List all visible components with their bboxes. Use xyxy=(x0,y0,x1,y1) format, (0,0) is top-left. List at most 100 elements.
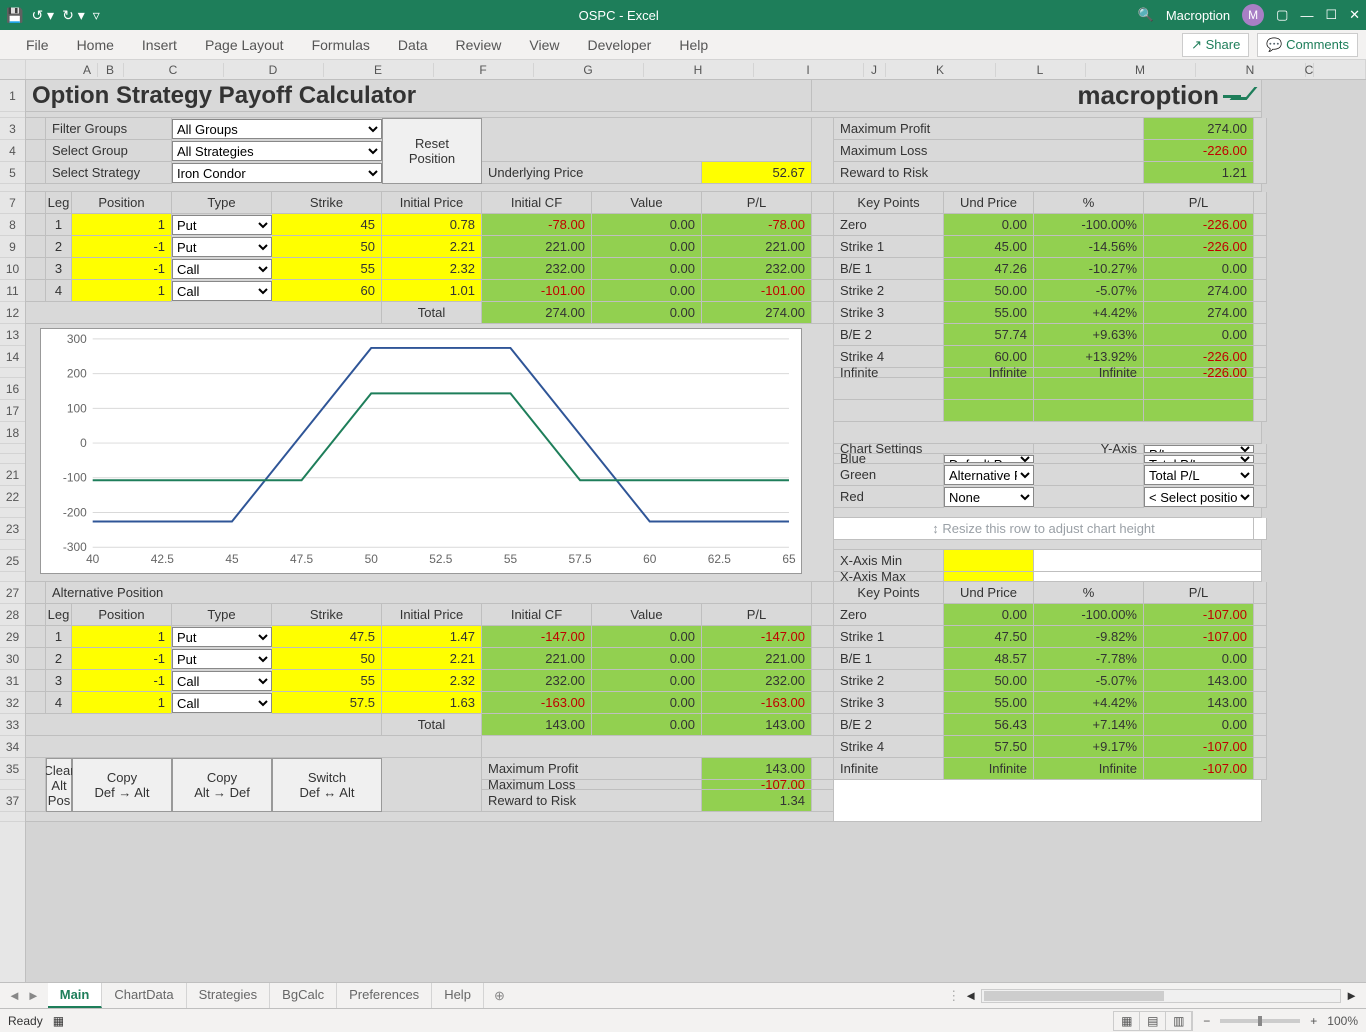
sheet-tab-help[interactable]: Help xyxy=(432,983,484,1008)
share-button[interactable]: ↗ Share xyxy=(1182,33,1249,57)
zoom-slider[interactable] xyxy=(1220,1019,1300,1023)
chart-series-2-pos-select[interactable]: None xyxy=(944,487,1034,507)
leg-alt-2-iprice[interactable]: 2.32 xyxy=(382,670,482,692)
legs-alt-hdr-pos: Position xyxy=(72,604,172,626)
leg-3-type-select[interactable]: Call xyxy=(172,281,272,301)
save-icon[interactable]: 💾 xyxy=(6,7,23,24)
ribbon-tab-developer[interactable]: Developer xyxy=(574,31,666,59)
reset-position-button[interactable]: ResetPosition xyxy=(382,118,482,184)
minimize-icon[interactable]: — xyxy=(1300,8,1313,23)
leg-3-pos[interactable]: 1 xyxy=(72,280,172,302)
underlying-price-value[interactable]: 52.67 xyxy=(702,162,812,184)
maximize-icon[interactable]: ☐ xyxy=(1325,7,1337,23)
chart-series-1-pos-select[interactable]: Alternative Position xyxy=(944,465,1034,485)
ribbon-tab-file[interactable]: File xyxy=(12,31,63,59)
add-sheet-icon[interactable]: ⊕ xyxy=(484,988,515,1004)
ribbon-tab-view[interactable]: View xyxy=(515,31,573,59)
leg-3-strike[interactable]: 60 xyxy=(272,280,382,302)
leg-alt-3-type-select[interactable]: Call xyxy=(172,693,272,713)
filter-groups-select[interactable]: All Groups xyxy=(172,119,382,139)
ribbon-tab-data[interactable]: Data xyxy=(384,31,442,59)
sheet-tab-bgcalc[interactable]: BgCalc xyxy=(270,983,337,1008)
bottom-button-1[interactable]: CopyDef → Alt xyxy=(72,758,172,812)
bottom-button-0[interactable]: ClearAlt Pos xyxy=(46,758,72,812)
xaxis-max-input[interactable] xyxy=(944,572,1034,582)
leg-alt-1-pos[interactable]: -1 xyxy=(72,648,172,670)
chart-series-2-pl-select[interactable]: < Select position first xyxy=(1144,487,1254,507)
leg-3-iprice[interactable]: 1.01 xyxy=(382,280,482,302)
sheet-nav-next-icon[interactable]: ► xyxy=(27,988,40,1003)
redo-icon[interactable]: ↻ ▾ xyxy=(62,7,85,24)
scroll-right-icon[interactable]: ► xyxy=(1345,988,1358,1003)
leg-alt-2-pos[interactable]: -1 xyxy=(72,670,172,692)
leg-alt-3-iprice[interactable]: 1.63 xyxy=(382,692,482,714)
sheet-tab-strategies[interactable]: Strategies xyxy=(187,983,271,1008)
ribbon-tab-home[interactable]: Home xyxy=(63,31,128,59)
username[interactable]: Macroption xyxy=(1166,8,1230,23)
horizontal-scrollbar[interactable] xyxy=(981,989,1341,1003)
leg-alt-2-type-select[interactable]: Call xyxy=(172,671,272,691)
leg-alt-1-type-select[interactable]: Put xyxy=(172,649,272,669)
sheet-nav-prev-icon[interactable]: ◄ xyxy=(8,988,21,1003)
bottom-button-2[interactable]: CopyAlt → Def xyxy=(172,758,272,812)
leg-alt-2-strike[interactable]: 55 xyxy=(272,670,382,692)
yaxis-select[interactable]: P/L xyxy=(1144,445,1254,453)
leg-alt-3-pos[interactable]: 1 xyxy=(72,692,172,714)
pagebreak-view-icon[interactable]: ▥ xyxy=(1166,1012,1192,1030)
qat-customize-icon[interactable]: ▿ xyxy=(93,7,100,24)
leg-2-pos[interactable]: -1 xyxy=(72,258,172,280)
chart-series-1-pl-select[interactable]: Total P/L xyxy=(1144,465,1254,485)
leg-alt-0-type-select[interactable]: Put xyxy=(172,627,272,647)
scroll-left-icon[interactable]: ◄ xyxy=(964,988,977,1003)
kp-top-1-key: Strike 1 xyxy=(834,236,944,258)
leg-alt-0-pos[interactable]: 1 xyxy=(72,626,172,648)
ribbon-tab-page-layout[interactable]: Page Layout xyxy=(191,31,298,59)
ribbon-tab-review[interactable]: Review xyxy=(442,31,516,59)
close-icon[interactable]: ✕ xyxy=(1349,7,1360,23)
leg-0-type-select[interactable]: Put xyxy=(172,215,272,235)
select-all[interactable] xyxy=(0,60,26,79)
zoom-out-icon[interactable]: − xyxy=(1203,1014,1210,1028)
bottom-button-3[interactable]: SwitchDef ↔ Alt xyxy=(272,758,382,812)
leg-2-type-select[interactable]: Call xyxy=(172,259,272,279)
avatar[interactable]: M xyxy=(1242,4,1264,26)
select-strategy-select[interactable]: Iron Condor xyxy=(172,163,382,183)
leg-alt-3-strike[interactable]: 57.5 xyxy=(272,692,382,714)
kp-bot-7-pct: Infinite xyxy=(1034,758,1144,780)
macro-record-icon[interactable]: ▦ xyxy=(53,1014,64,1028)
leg-alt-1-strike[interactable]: 50 xyxy=(272,648,382,670)
leg-1-iprice[interactable]: 2.21 xyxy=(382,236,482,258)
leg-1-type-select[interactable]: Put xyxy=(172,237,272,257)
leg-alt-0-strike[interactable]: 47.5 xyxy=(272,626,382,648)
leg-alt-0-iprice[interactable]: 1.47 xyxy=(382,626,482,648)
zoom-in-icon[interactable]: + xyxy=(1310,1014,1317,1028)
ribbon-display-icon[interactable]: ▢ xyxy=(1276,7,1288,23)
sheet-tab-preferences[interactable]: Preferences xyxy=(337,983,432,1008)
leg-1-strike[interactable]: 50 xyxy=(272,236,382,258)
leg-2-strike[interactable]: 55 xyxy=(272,258,382,280)
sheet-tab-main[interactable]: Main xyxy=(48,983,103,1008)
ribbon-tab-insert[interactable]: Insert xyxy=(128,31,191,59)
sheet-tab-chartdata[interactable]: ChartData xyxy=(102,983,186,1008)
xaxis-min-input[interactable] xyxy=(944,550,1034,572)
leg-0-strike[interactable]: 45 xyxy=(272,214,382,236)
select-group-select[interactable]: All Strategies xyxy=(172,141,382,161)
leg-1-pos[interactable]: -1 xyxy=(72,236,172,258)
ribbon-tab-help[interactable]: Help xyxy=(665,31,722,59)
normal-view-icon[interactable]: ▦ xyxy=(1114,1012,1140,1030)
chart-series-0-pl-select[interactable]: Total P/L xyxy=(1144,455,1254,463)
view-toggles[interactable]: ▦ ▤ ▥ xyxy=(1113,1011,1193,1031)
undo-icon[interactable]: ↺ ▾ xyxy=(31,7,54,24)
search-icon[interactable]: 🔍 xyxy=(1138,7,1154,23)
ribbon-tab-formulas[interactable]: Formulas xyxy=(298,31,384,59)
leg-alt-1-iprice[interactable]: 2.21 xyxy=(382,648,482,670)
underlying-price-label: Underlying Price xyxy=(482,162,702,184)
leg-2-pl: 232.00 xyxy=(702,258,812,280)
zoom-level[interactable]: 100% xyxy=(1327,1014,1358,1028)
comments-button[interactable]: 💬 Comments xyxy=(1257,33,1358,57)
leg-0-pos[interactable]: 1 xyxy=(72,214,172,236)
leg-0-iprice[interactable]: 0.78 xyxy=(382,214,482,236)
pagelayout-view-icon[interactable]: ▤ xyxy=(1140,1012,1166,1030)
leg-2-iprice[interactable]: 2.32 xyxy=(382,258,482,280)
chart-series-0-pos-select[interactable]: Default Position xyxy=(944,455,1034,463)
